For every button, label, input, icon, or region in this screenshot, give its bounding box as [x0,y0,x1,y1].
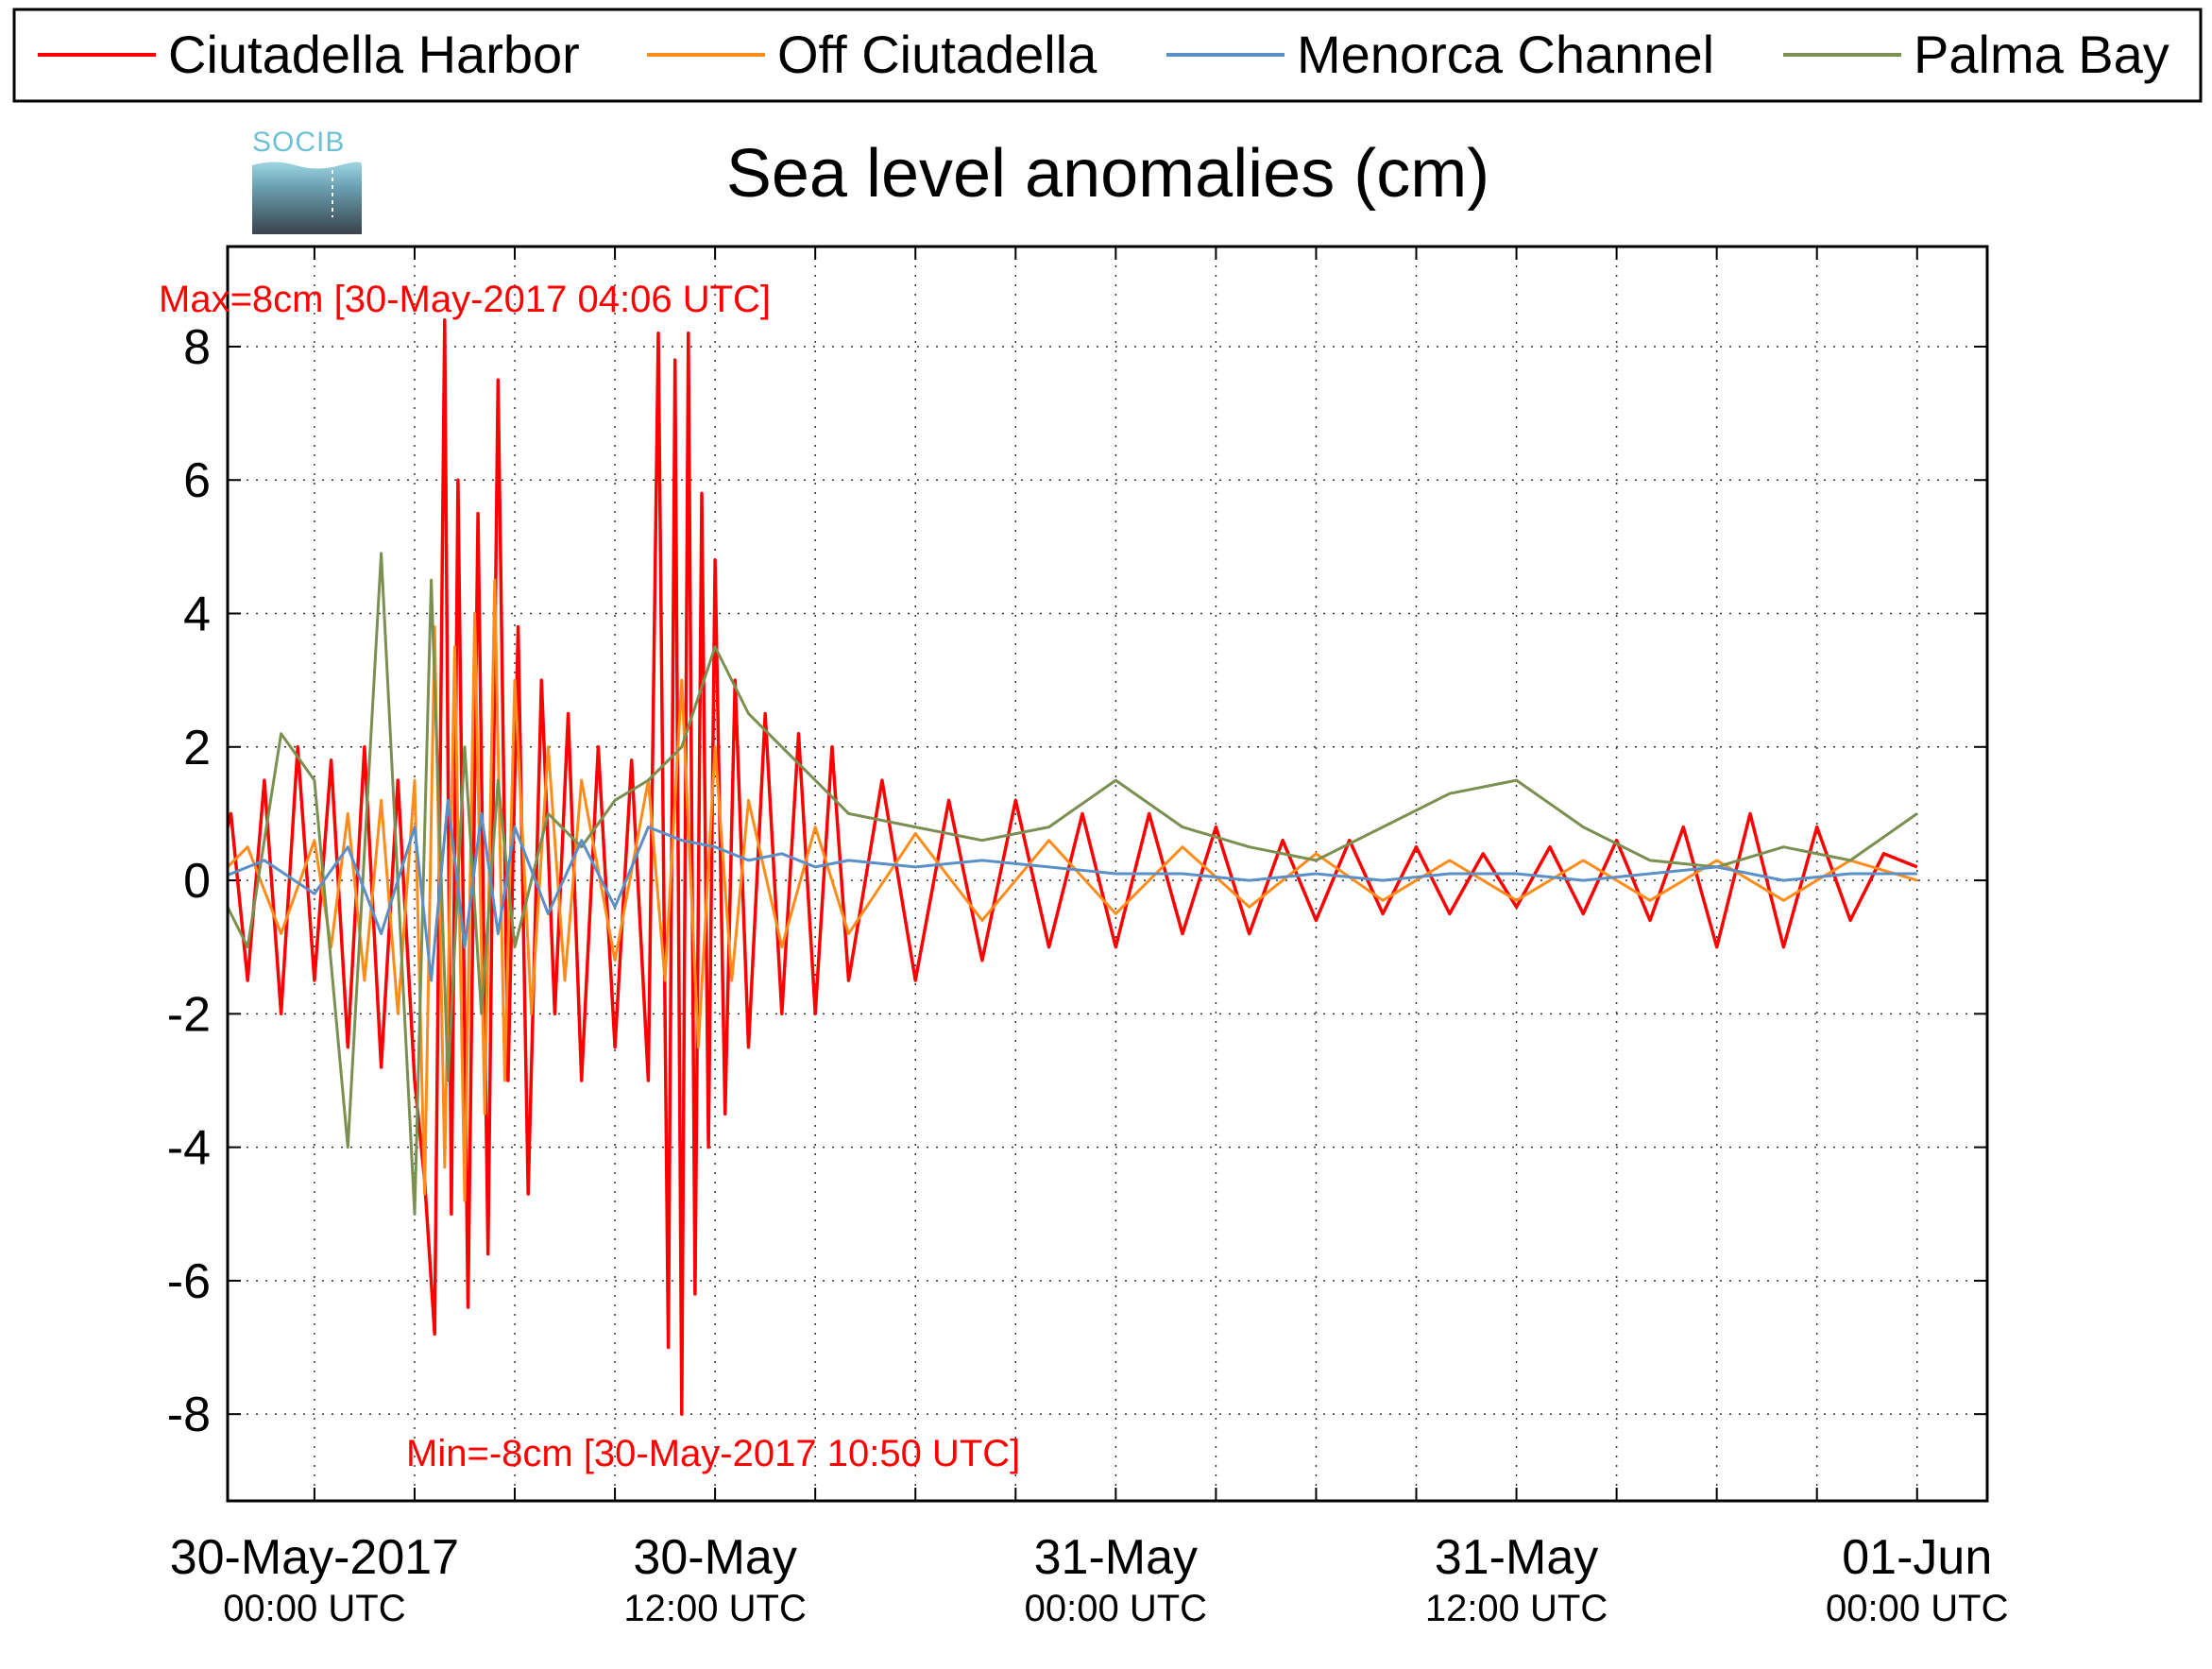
min-annotation: Min=-8cm [30-May-2017 10:50 UTC] [406,1433,1020,1474]
y-tick-label: -2 [167,987,211,1042]
y-tick-label: 2 [183,721,211,775]
y-tick-label: -4 [167,1121,211,1176]
logo-lettering: SOCIB [252,127,345,158]
socib-logo: SOCIB [252,127,363,234]
axis-ticks [228,247,1987,1501]
max-annotation: Max=8cm [30-May-2017 04:06 UTC] [159,279,771,320]
legend-label-ciutadella-harbor: Ciutadella Harbor [168,25,580,84]
x-tick-label-time: 00:00 UTC [1025,1588,1207,1629]
x-tick-label-time: 12:00 UTC [1425,1588,1608,1629]
plot-frame [226,245,1989,1503]
y-tick-label: -8 [167,1388,211,1442]
logo-wave-shape [252,162,363,234]
x-tick-label-date: 30-May-2017 [170,1530,459,1585]
y-tick-label: 0 [183,854,211,909]
series-line-palma-bay [228,552,1918,1216]
series-line-menorca-channel [228,798,1917,982]
series-layer [228,317,1918,1416]
x-tick-label-time: 00:00 UTC [223,1588,405,1629]
gridlines [228,247,1987,1501]
x-tick-label-time: 00:00 UTC [1826,1588,2008,1629]
y-tick-label: 8 [183,320,211,375]
legend-label-menorca-channel: Menorca Channel [1297,25,1714,84]
legend-label-palma-bay: Palma Bay [1914,25,2169,84]
x-tick-label-date: 30-May [633,1530,796,1585]
y-tick-label: -6 [167,1254,211,1309]
legend-label-off-ciutadella: Off Ciutadella [777,25,1097,84]
chart-title: Sea level anomalies (cm) [726,136,1489,212]
legend: Ciutadella Harbor Off Ciutadella Menorca… [12,8,2203,103]
x-tick-label-date: 01-Jun [1842,1530,1992,1585]
x-tick-label-date: 31-May [1034,1530,1198,1585]
y-tick-label: 6 [183,453,211,508]
x-tick-label-date: 31-May [1435,1530,1598,1585]
y-tick-labels: -8 -6 -4 -2 0 2 4 6 8 [167,320,211,1442]
x-tick-label-time: 12:00 UTC [623,1588,806,1629]
series-line-ciutadella-harbor [228,317,1918,1416]
y-tick-label: 4 [183,588,211,642]
